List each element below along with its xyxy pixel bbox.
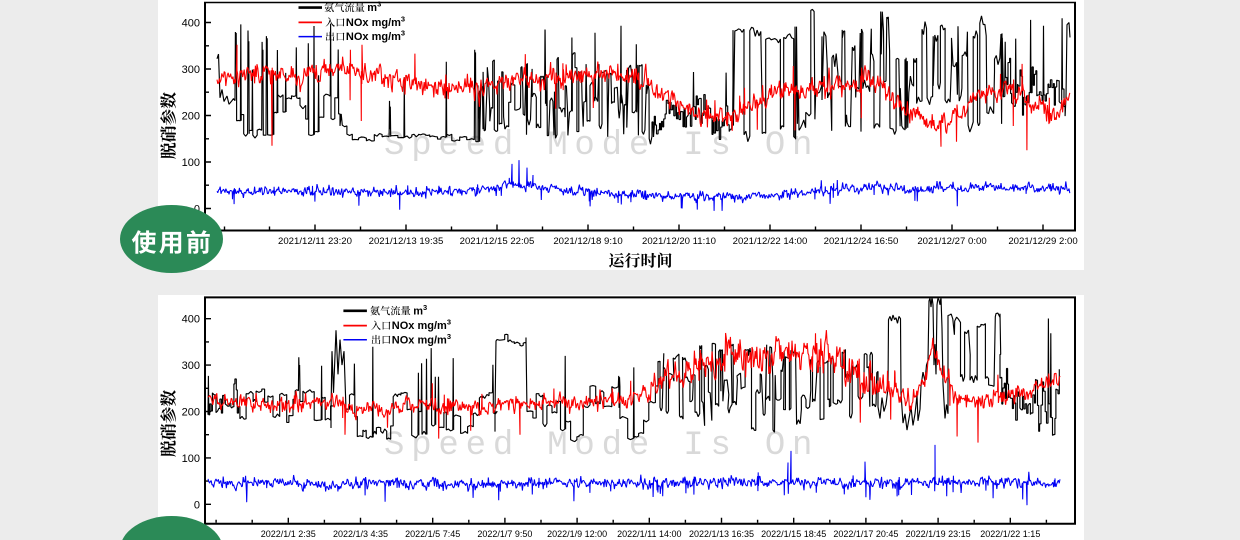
svg-text:2021/12/18 9:10: 2021/12/18 9:10 — [553, 236, 622, 247]
svg-text:Speed Mode Is On: Speed Mode Is On — [384, 427, 819, 465]
svg-text:2022/1/3 4:35: 2022/1/3 4:35 — [333, 529, 388, 539]
svg-text:2021/12/24 16:50: 2021/12/24 16:50 — [824, 236, 899, 247]
svg-text:2022/1/17 20:45: 2022/1/17 20:45 — [833, 529, 898, 539]
svg-text:2022/1/7 9:50: 2022/1/7 9:50 — [477, 529, 532, 539]
svg-text:2022/1/11 14:00: 2022/1/11 14:00 — [617, 529, 681, 539]
svg-text:0: 0 — [194, 499, 200, 511]
svg-text:2021/12/11 23:20: 2021/12/11 23:20 — [278, 236, 352, 247]
svg-text:2022/1/9 12:00: 2022/1/9 12:00 — [547, 529, 607, 539]
svg-text:2021/12/29 2:00: 2021/12/29 2:00 — [1008, 236, 1077, 247]
svg-text:2021/12/27 0:00: 2021/12/27 0:00 — [917, 236, 986, 247]
svg-text:2022/1/19 23:15: 2022/1/19 23:15 — [906, 529, 971, 539]
svg-text:NOx mg/m3: NOx mg/m3 — [346, 14, 405, 29]
svg-text:2022/1/1 2:35: 2022/1/1 2:35 — [261, 529, 316, 539]
svg-text:NOx mg/m3: NOx mg/m3 — [346, 29, 405, 44]
svg-text:100: 100 — [182, 157, 200, 169]
svg-text:Speed Mode Is On: Speed Mode Is On — [384, 127, 819, 165]
svg-text:2021/12/22 14:00: 2021/12/22 14:00 — [733, 236, 808, 247]
svg-text:200: 200 — [182, 407, 200, 419]
svg-text:2022/1/22 1:15: 2022/1/22 1:15 — [980, 529, 1040, 539]
svg-text:NOx mg/m3: NOx mg/m3 — [392, 318, 451, 333]
svg-text:NOx mg/m3: NOx mg/m3 — [392, 332, 451, 347]
svg-text:2021/12/13 19:35: 2021/12/13 19:35 — [369, 236, 444, 247]
svg-text:100: 100 — [182, 453, 200, 465]
svg-text:200: 200 — [182, 111, 200, 123]
svg-text:2022/1/13 16:35: 2022/1/13 16:35 — [689, 529, 754, 539]
svg-text:400: 400 — [182, 18, 200, 30]
svg-text:300: 300 — [182, 64, 200, 76]
svg-text:400: 400 — [182, 314, 200, 326]
svg-text:2021/12/15 22:05: 2021/12/15 22:05 — [460, 236, 535, 247]
svg-text:2021/12/20 11:10: 2021/12/20 11:10 — [642, 236, 716, 247]
svg-text:2022/1/5 7:45: 2022/1/5 7:45 — [405, 529, 460, 539]
svg-text:300: 300 — [182, 360, 200, 372]
svg-text:2022/1/15 18:45: 2022/1/15 18:45 — [761, 529, 826, 539]
